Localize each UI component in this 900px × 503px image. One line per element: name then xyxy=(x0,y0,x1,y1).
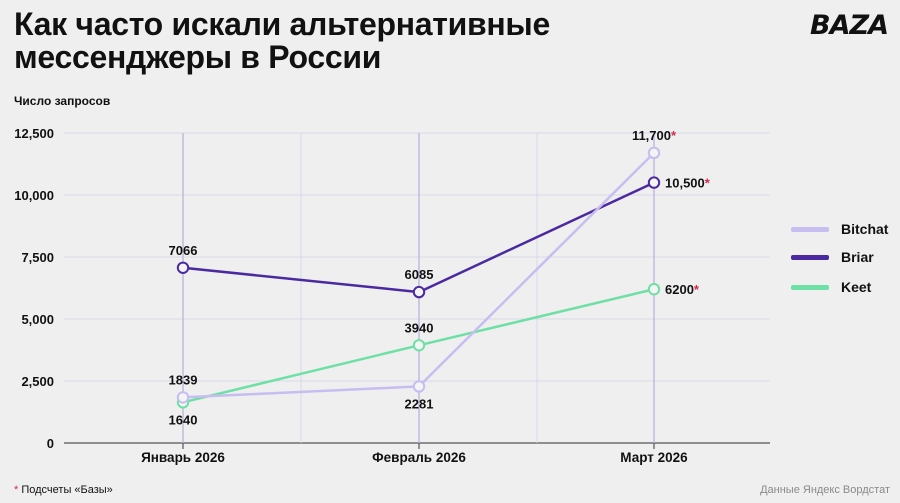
legend-swatch xyxy=(791,284,829,290)
x-tick-label: Март 2026 xyxy=(620,450,688,465)
data-label: 1839 xyxy=(169,372,198,387)
legend-item-briar: Briar xyxy=(791,247,874,267)
data-point-briar xyxy=(647,176,661,189)
x-tick-label: Февраль 2026 xyxy=(372,450,466,465)
legend-item-keet: Keet xyxy=(791,277,871,297)
data-point-bitchat xyxy=(647,146,661,160)
data-label: 7066 xyxy=(169,243,198,258)
data-point-briar xyxy=(176,261,190,274)
legend-item-bitchat: Bitchat xyxy=(791,219,888,239)
legend-label: Keet xyxy=(841,279,872,295)
chart-title: Как часто искали альтернативные мессендж… xyxy=(14,6,550,75)
data-label: 6085 xyxy=(405,267,434,282)
legend-label: Bitchat xyxy=(841,221,889,237)
footnote-text: Подсчеты «Базы» xyxy=(21,484,113,496)
data-label: 11,700* xyxy=(632,128,677,143)
source-text: Данные Яндекс Вордстат xyxy=(760,484,890,496)
data-label: 6200* xyxy=(665,282,700,297)
data-point-bitchat xyxy=(412,380,426,393)
footnote: * Подсчеты «Базы» xyxy=(14,484,113,496)
data-label: 1640 xyxy=(169,412,198,427)
legend-label: Briar xyxy=(841,249,874,265)
data-point-keet xyxy=(412,339,426,352)
data-label: 2281 xyxy=(405,396,434,411)
legend-swatch xyxy=(791,254,829,260)
baza-logo: BAZA xyxy=(810,10,889,41)
data-point-briar xyxy=(412,285,426,299)
y-tick-label: 0 xyxy=(47,436,54,451)
y-tick-label: 10,000 xyxy=(14,188,54,203)
x-tick-label: Январь 2026 xyxy=(141,450,225,465)
y-tick-label: 2,500 xyxy=(21,374,54,389)
footnote-asterisk: * xyxy=(14,484,19,496)
y-axis-label: Число запросов xyxy=(14,94,111,108)
data-point-keet xyxy=(647,283,661,296)
data-label: 10,500* xyxy=(665,176,711,191)
y-tick-label: 7,500 xyxy=(21,250,54,265)
data-point-bitchat xyxy=(176,391,190,404)
y-tick-label: 5,000 xyxy=(21,312,54,327)
legend-swatch xyxy=(791,226,829,232)
y-tick-label: 12,500 xyxy=(14,126,54,141)
data-label: 3940 xyxy=(405,320,434,335)
